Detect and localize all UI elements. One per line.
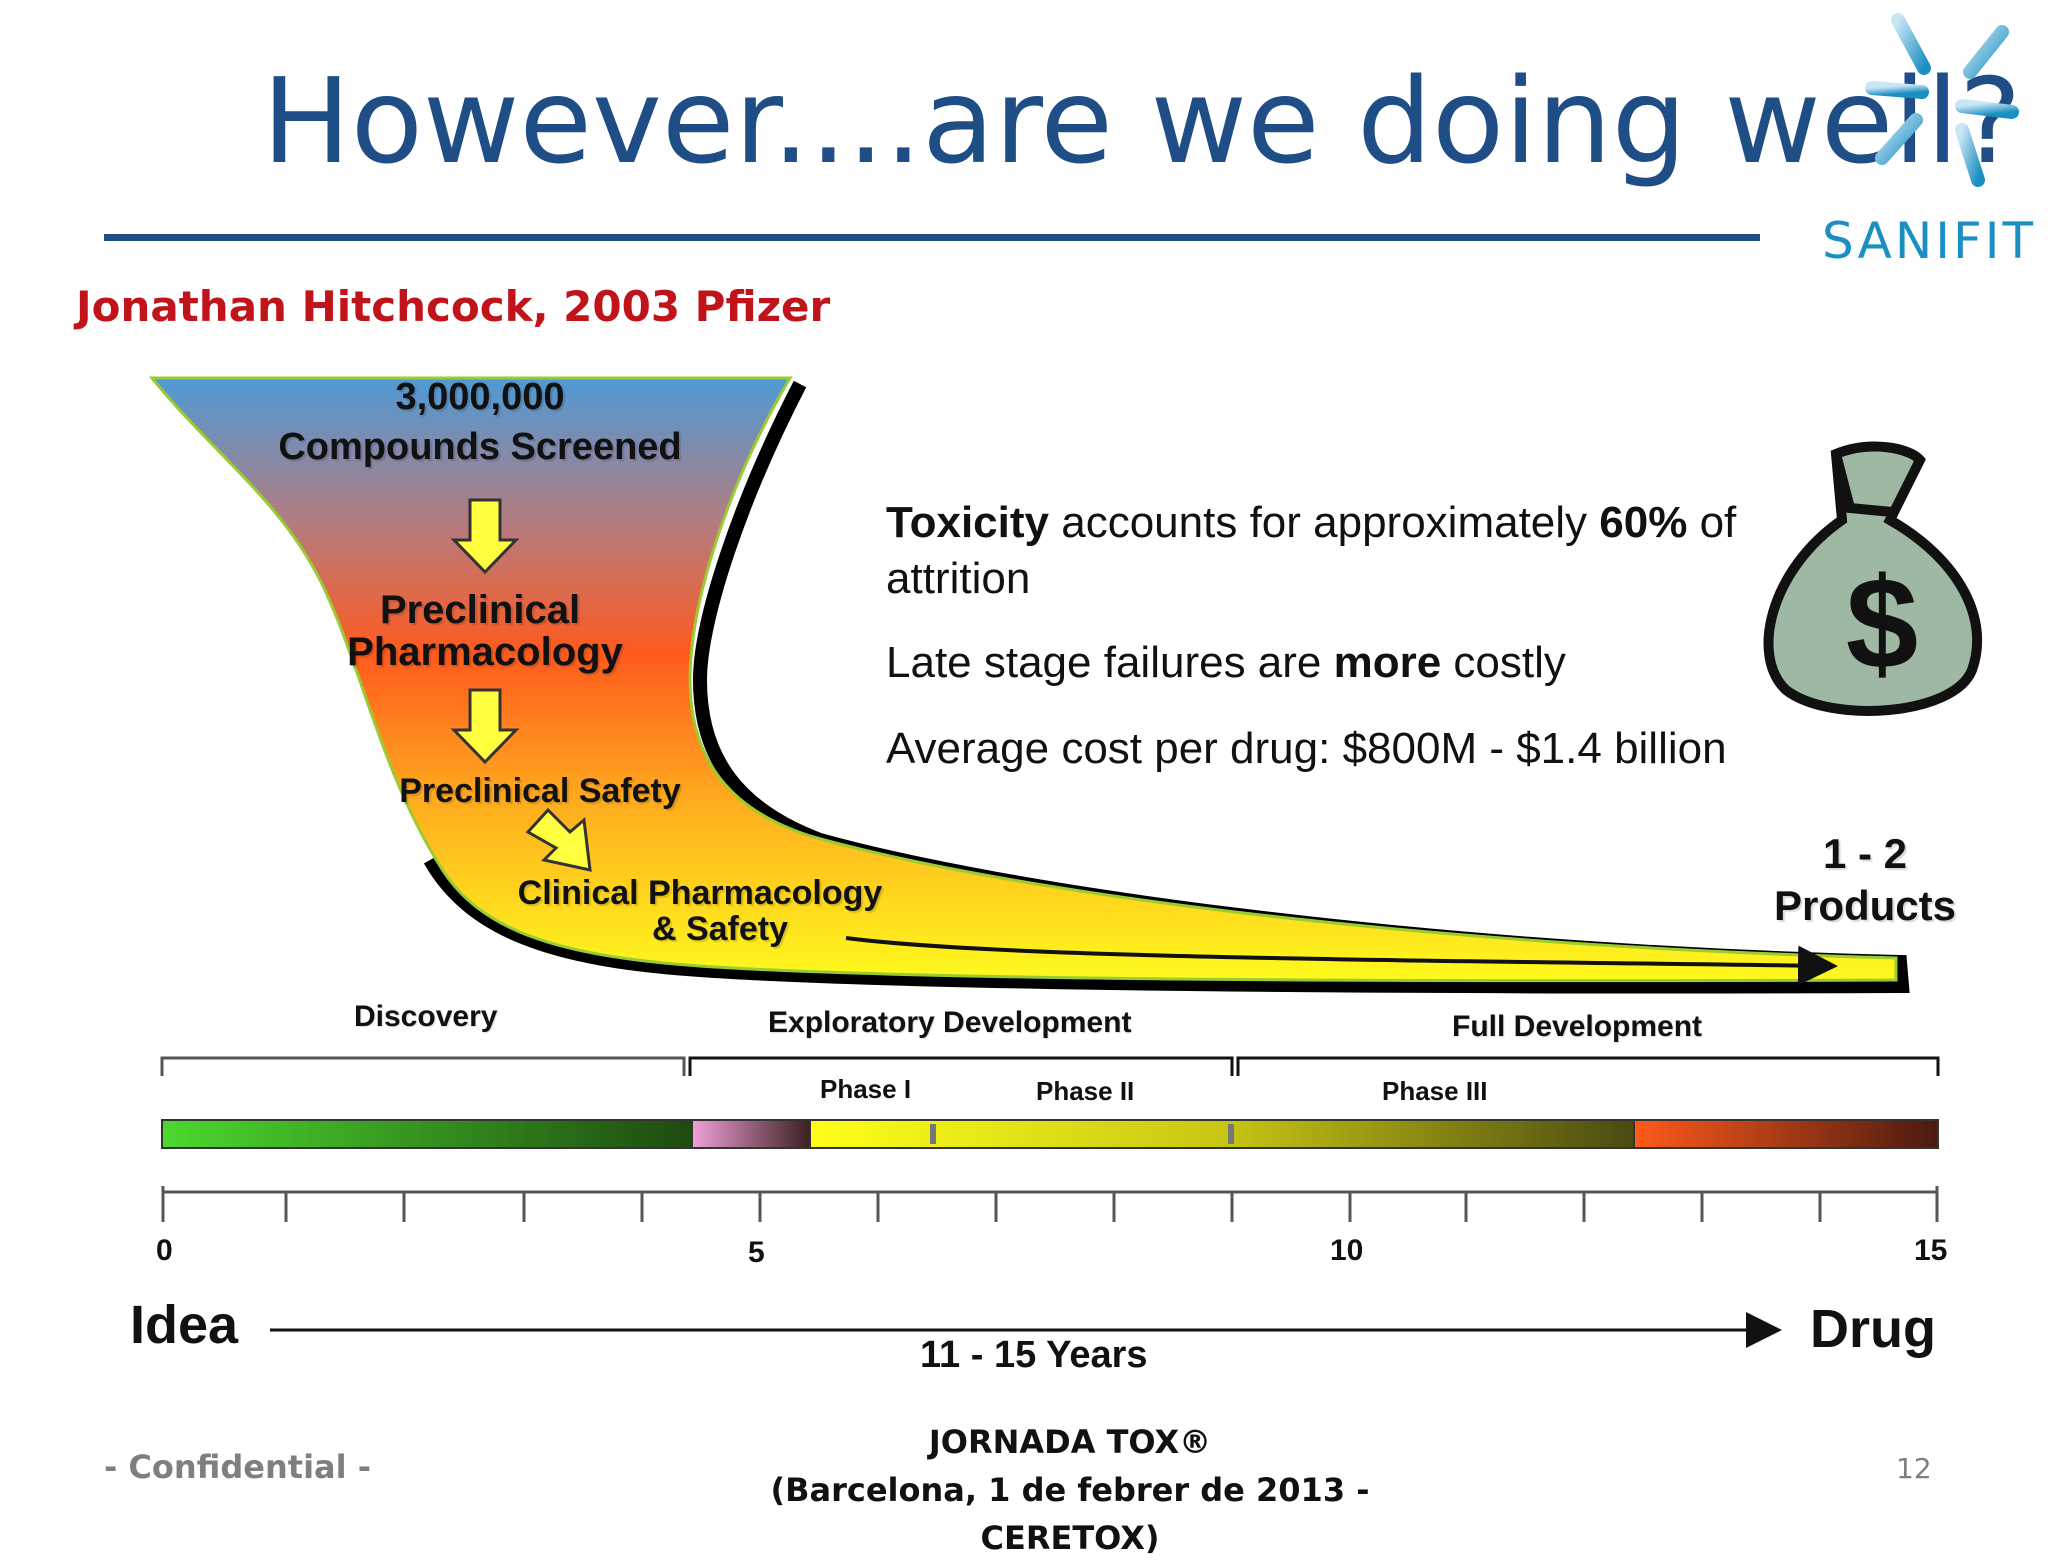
bar-late [1633,1119,1939,1149]
event-details: (Barcelona, 1 de febrer de 2013 - CERETO… [770,1471,1370,1557]
svg-text:$: $ [1846,550,1918,696]
duration-label: 11 - 15 Years [920,1334,1148,1376]
outcome-count: 1 - 2 [1822,830,1908,877]
stage-preclinical-pharm-line1: Preclinical [379,588,581,632]
stage-arrow-3 [525,807,592,872]
stage-compounds-count: 3,000,000 [395,376,565,418]
tick-15: 15 [1914,1234,1948,1267]
segment-exploratory: Exploratory Development [768,1006,1132,1039]
tick-0: 0 [156,1234,173,1267]
funnel-body [148,376,1898,983]
note-toxicity: Toxicity accounts for approximately 60% … [886,498,1737,547]
phase-2-label: Phase II [1036,1076,1135,1106]
stage-arrow-2 [450,688,520,765]
bracket-full [1236,1056,1940,1076]
stage-compounds-label: Compounds Screened [278,426,682,468]
money-bag-icon: $ [1763,441,1983,716]
idea-label: Idea [130,1295,239,1355]
event-footer: JORNADA TOX® (Barcelona, 1 de febrer de … [700,1418,1440,1562]
page-number: 12 [1896,1452,1932,1485]
stage-arrow-1 [450,498,520,575]
bar-discovery [161,1119,693,1149]
note-toxicity-cont: attrition [886,554,1031,603]
stage-preclinical-safety: Preclinical Safety [399,772,681,810]
bar-phase-1 [691,1119,811,1149]
phase-3-label: Phase III [1382,1076,1488,1106]
drug-label: Drug [1810,1299,1936,1359]
outcome-products: 1 - 2 Products [1760,828,1970,932]
stage-clinical-line2: & Safety [651,910,789,948]
event-name: JORNADA TOX® [928,1423,1212,1461]
confidential-label: - Confidential - [104,1448,372,1486]
stage-preclinical-pharm-line2: Pharmacology [347,630,623,674]
phase-1-label: Phase I [820,1074,912,1104]
segment-full: Full Development [1452,1010,1703,1043]
logo-text: SANIFIT [1822,212,2037,270]
slide-title: However....are we doing well? [262,52,2022,190]
note-late-stage: Late stage failures are more costly [886,638,1566,687]
bracket-exploratory [688,1056,1234,1076]
tick-10: 10 [1330,1234,1364,1267]
sanifit-logo-icon [1865,13,2019,187]
bracket-discovery [160,1056,686,1076]
title-divider [104,234,1760,241]
tick-5: 5 [748,1236,765,1269]
bar-phase-2-3 [809,1119,1635,1149]
note-cost: Average cost per drug: $800M - $1.4 bill… [886,724,1727,773]
outcome-label: Products [1773,882,1957,929]
author-citation: Jonathan Hitchcock, 2003 Pfizer [76,282,831,331]
pipeline-arrow [845,936,1838,986]
stage-clinical-line1: Clinical Pharmacology [517,874,883,912]
segment-discovery: Discovery [354,1000,498,1033]
